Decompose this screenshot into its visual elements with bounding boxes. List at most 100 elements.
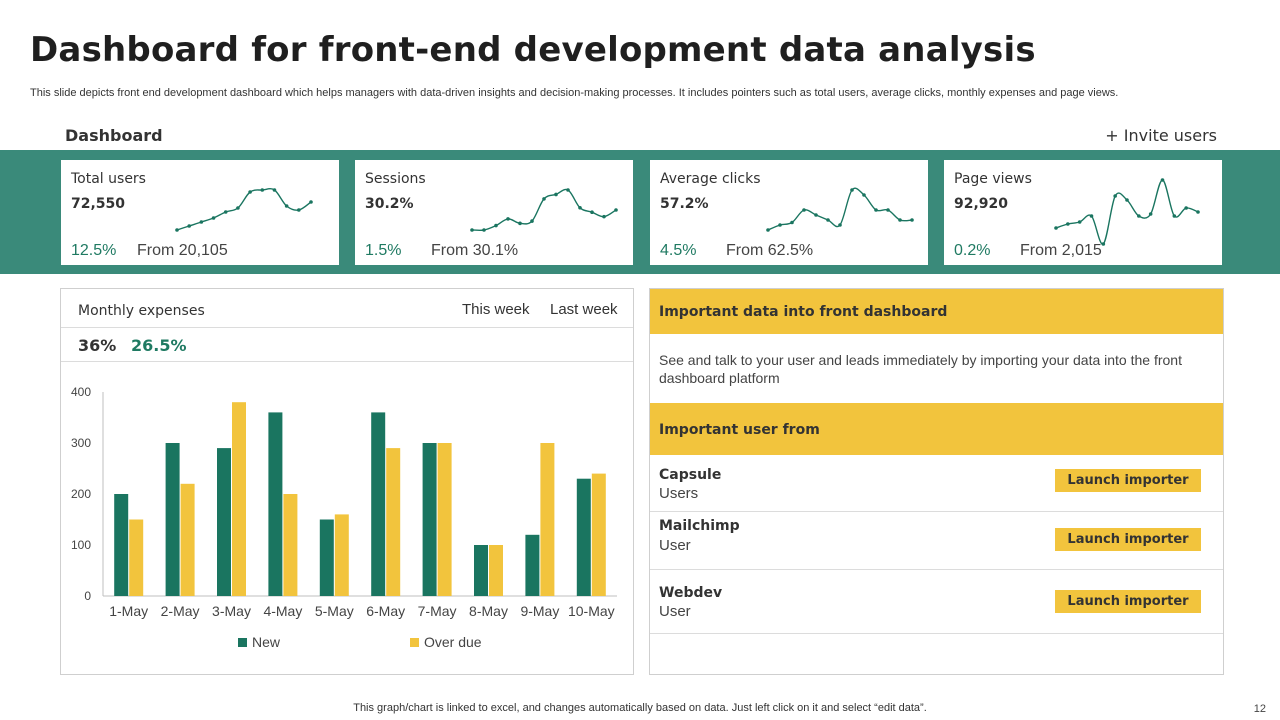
x-tick-label: 4-May — [263, 603, 302, 619]
sparkline-point — [309, 200, 313, 204]
launch-importer-button[interactable]: Launch importer — [1055, 590, 1201, 613]
dashboard-label: Dashboard — [65, 126, 163, 145]
bar-over-due — [283, 494, 298, 596]
kpi-from: From 62.5% — [726, 242, 814, 259]
kpi-from: From 30.1% — [431, 242, 519, 259]
sparkline-point — [1113, 194, 1117, 198]
sparkline-line — [471, 188, 617, 232]
sparkline-point — [518, 221, 522, 226]
sparkline-point — [1160, 178, 1165, 182]
tab-last-week[interactable]: Last week — [550, 301, 618, 318]
kpi-from: From 20,105 — [137, 242, 228, 259]
sparkline-point — [530, 219, 534, 223]
kpi-change: 4.5% — [660, 242, 697, 259]
invite-users-button[interactable]: + Invite users — [1105, 126, 1217, 145]
source-type: User — [659, 603, 691, 620]
kpi-card-total-users: Total users 72,550 12.5% From 20,105 — [61, 160, 339, 265]
bar-over-due — [232, 402, 246, 596]
sparkline-point — [199, 220, 204, 224]
sparkline-point — [175, 228, 179, 232]
sparkline-point — [272, 188, 277, 192]
list-item-mailchimp: Mailchimp User Launch importer — [650, 512, 1223, 570]
kpi-title: Total users — [71, 171, 146, 187]
list-item-capsule: Capsule Users Launch importer — [650, 455, 1223, 512]
sparkline-point — [187, 224, 191, 228]
sparkline-point — [1172, 214, 1177, 218]
sparkline-point — [778, 223, 782, 227]
sparkline-point — [578, 205, 582, 210]
sparkline-point — [898, 218, 902, 222]
bar-over-due — [591, 473, 606, 596]
sparkline-point — [1196, 210, 1200, 214]
important-data-description: See and talk to your user and leads imme… — [659, 352, 1182, 386]
sparkline-point — [1054, 226, 1058, 230]
sparkline-point — [590, 210, 594, 215]
x-tick-label: 9-May — [520, 603, 559, 619]
legend-swatch — [238, 638, 247, 647]
y-tick-label: 200 — [71, 487, 91, 501]
bar-new — [371, 412, 386, 596]
bar-new — [114, 494, 129, 596]
sparkline-point — [886, 208, 890, 212]
bar-new — [525, 534, 540, 596]
sparkline-point — [790, 220, 794, 225]
kpi-value: 30.2% — [365, 196, 414, 212]
sparkline-point — [223, 210, 228, 214]
sparkline-point — [826, 218, 830, 222]
y-tick-label: 0 — [84, 589, 91, 603]
sparkline-point — [554, 192, 558, 197]
x-tick-label: 10-May — [568, 603, 615, 619]
kpi-value: 72,550 — [71, 196, 126, 212]
launch-importer-button[interactable]: Launch importer — [1055, 469, 1201, 492]
kpi-card-page-views: Page views 92,920 0.2% From 2,015 — [944, 160, 1222, 265]
sparkline-point — [542, 197, 546, 201]
sparkline-line — [1055, 179, 1199, 245]
kpi-change: 1.5% — [365, 242, 402, 259]
source-name: Capsule — [659, 467, 722, 483]
sparkline-point — [1184, 206, 1188, 210]
sparkline-point — [566, 188, 570, 192]
monthly-expenses-panel: Monthly expenses This week Last week 36%… — [60, 288, 634, 675]
sparkline-point — [910, 218, 914, 222]
source-name: Webdev — [659, 585, 723, 601]
tab-this-week[interactable]: This week — [462, 301, 530, 318]
bar-new — [165, 443, 180, 596]
expense-percent-last-week: 26.5% — [131, 336, 187, 355]
sparkline-point — [260, 188, 265, 192]
source-name: Mailchimp — [659, 518, 740, 534]
sparkline-point — [1148, 212, 1153, 216]
bar-over-due — [334, 514, 349, 596]
kpi-title: Sessions — [365, 171, 426, 187]
sparkline-point — [1077, 220, 1082, 224]
sparkline-point — [236, 206, 240, 210]
kpi-change: 12.5% — [71, 242, 117, 259]
sparkline-point — [602, 214, 606, 219]
sparkline-point — [494, 223, 498, 228]
sparkline-point — [506, 217, 510, 221]
x-tick-label: 5-May — [315, 603, 354, 619]
sparkline-chart — [1054, 178, 1200, 246]
launch-importer-button[interactable]: Launch importer — [1055, 528, 1201, 551]
sparkline-point — [614, 208, 618, 212]
sparkline-point — [850, 188, 854, 192]
source-type: User — [659, 537, 691, 554]
sparkline-point — [1066, 222, 1070, 226]
bar-new — [319, 519, 334, 596]
y-tick-label: 400 — [71, 385, 91, 399]
bar-over-due — [129, 519, 144, 596]
bar-over-due — [180, 483, 195, 596]
sparkline-point — [482, 228, 486, 232]
sparkline-point — [802, 208, 806, 212]
sparkline-point — [766, 228, 770, 232]
footer-note: This graph/chart is linked to excel, and… — [353, 702, 927, 714]
legend-swatch — [410, 638, 419, 647]
sparkline-point — [874, 208, 878, 212]
sparkline-point — [297, 208, 301, 212]
info-panel: Important data into front dashboard See … — [649, 288, 1224, 675]
bar-new — [576, 478, 591, 596]
x-tick-label: 1-May — [109, 603, 148, 619]
sparkline-point — [1089, 214, 1094, 218]
legend-label: Over due — [424, 634, 482, 650]
monthly-expenses-title: Monthly expenses — [78, 303, 205, 319]
x-tick-label: 2-May — [161, 603, 200, 619]
